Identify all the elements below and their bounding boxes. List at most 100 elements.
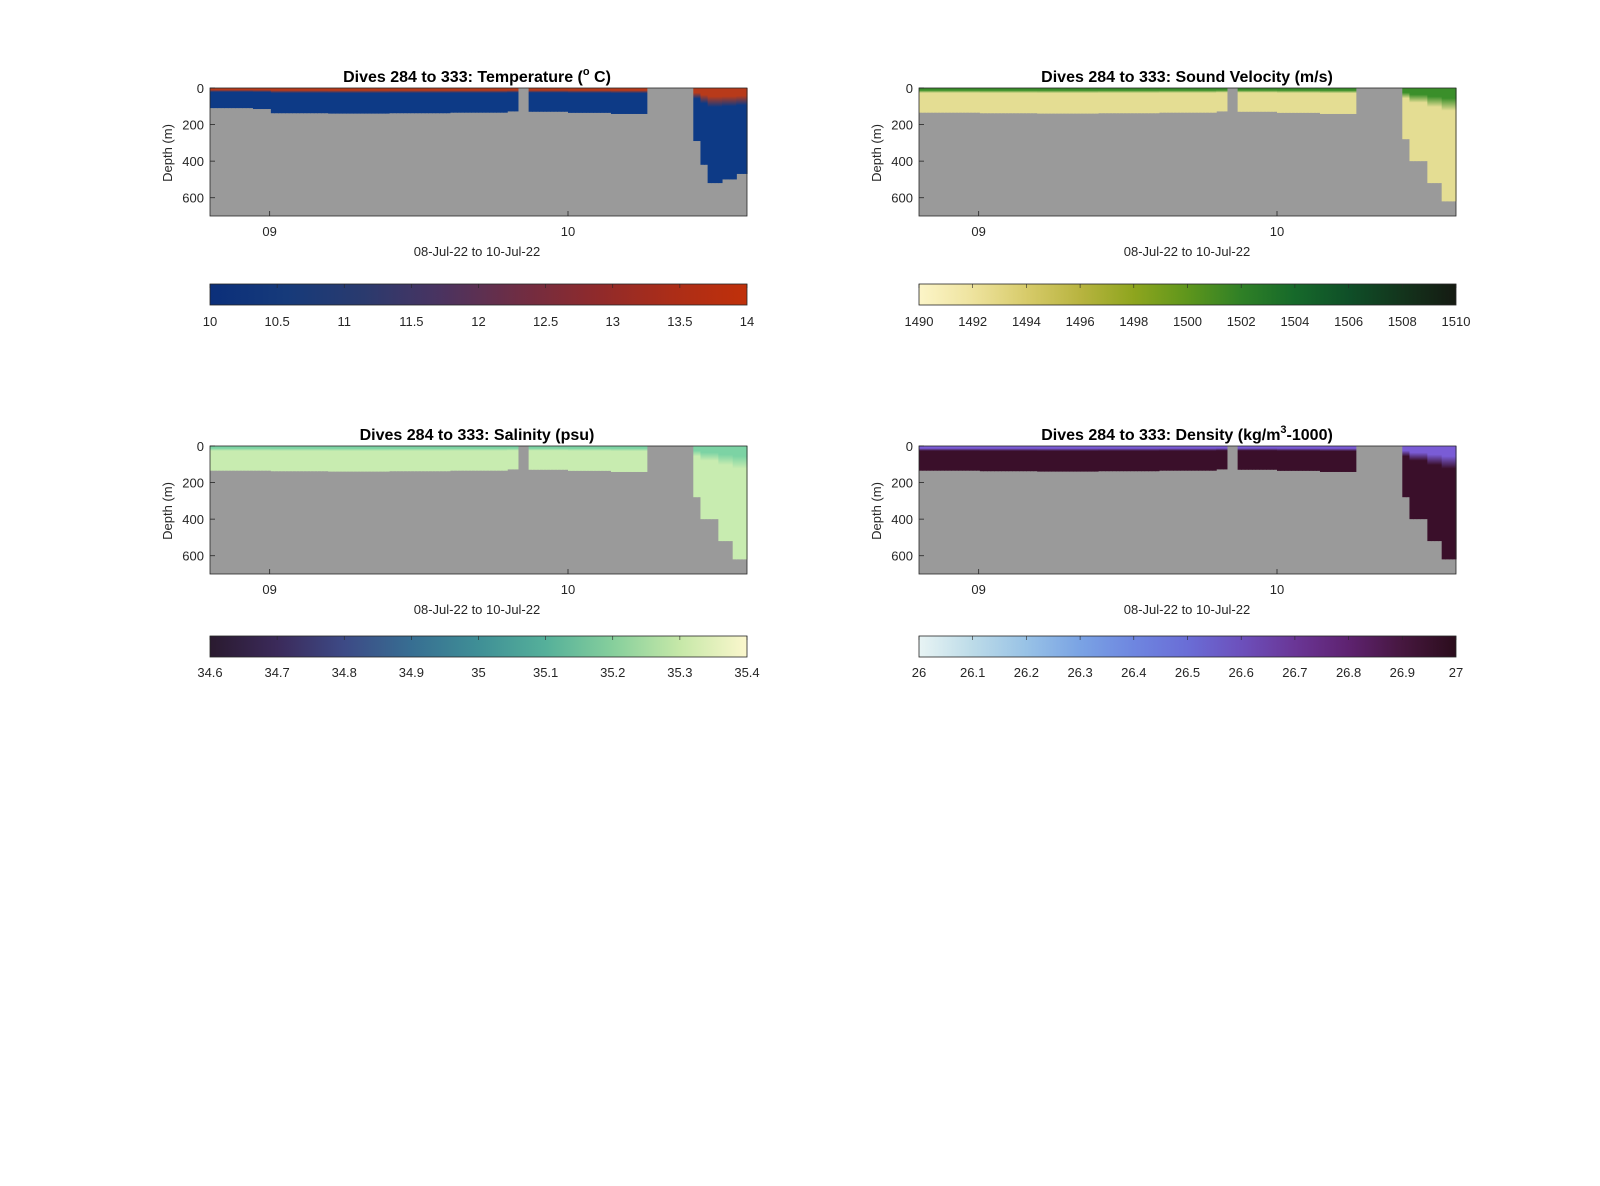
colorbar-tick-label: 26.6 (1229, 665, 1254, 680)
data-column (317, 446, 322, 472)
x-tick-label: 09 (262, 224, 276, 239)
data-column (1044, 88, 1049, 114)
data-column (1294, 88, 1300, 113)
data-column (1413, 88, 1418, 162)
data-column (1194, 88, 1199, 113)
data-column (1345, 446, 1350, 472)
data-column (342, 88, 347, 114)
data-column (410, 446, 415, 472)
data-column (1266, 446, 1271, 470)
data-column (736, 88, 741, 174)
data-column (231, 446, 236, 471)
data-column (1194, 446, 1199, 471)
data-column (1062, 446, 1067, 472)
data-column (392, 446, 397, 472)
x-tick-label: 10 (1270, 582, 1284, 597)
data-column (1341, 446, 1346, 472)
data-column (431, 446, 437, 472)
data-column (1291, 88, 1296, 113)
data-column (578, 88, 583, 113)
colorbar-tick-label: 35 (471, 665, 485, 680)
data-column (442, 446, 447, 472)
data-column (944, 88, 949, 113)
data-column (464, 446, 469, 471)
data-column (947, 88, 952, 113)
data-column (482, 446, 487, 471)
data-column (553, 446, 558, 470)
data-column (1130, 88, 1135, 114)
data-column (1430, 88, 1436, 184)
data-column (1015, 88, 1020, 114)
data-column (1076, 446, 1081, 472)
data-column (929, 446, 934, 471)
data-column (338, 88, 344, 114)
data-column (979, 446, 985, 472)
data-column (217, 446, 222, 471)
y-tick-label: 200 (891, 476, 913, 491)
data-column (1101, 446, 1106, 472)
data-column (1180, 446, 1185, 471)
data-column (1033, 446, 1038, 472)
data-column (976, 446, 981, 471)
data-column (707, 446, 712, 520)
axes-frame (209, 445, 748, 575)
data-column (446, 446, 451, 472)
data-column (1284, 446, 1289, 471)
colorbar-tick-label: 35.4 (734, 665, 759, 680)
ylabel-sound-velocity: Depth (m) (869, 124, 884, 182)
data-column (496, 88, 501, 113)
data-column (313, 446, 318, 472)
data-column (356, 446, 361, 472)
data-column (1287, 88, 1292, 113)
data-column (435, 446, 440, 472)
data-column (1277, 88, 1282, 113)
data-column (936, 446, 942, 471)
data-column (693, 446, 698, 498)
data-column (1080, 88, 1085, 114)
data-column (1323, 88, 1328, 114)
data-column (607, 88, 612, 113)
data-column (1166, 88, 1171, 113)
data-column (210, 446, 215, 471)
data-column (922, 446, 927, 471)
colorbar-tick-label: 26.5 (1175, 665, 1200, 680)
data-column (1341, 88, 1346, 114)
panel-temperature: Dives 284 to 333: Temperature (o C) 0 200… (160, 66, 754, 329)
data-column (1212, 446, 1217, 471)
data-column (449, 88, 455, 113)
data-column (492, 446, 497, 471)
data-column (1012, 88, 1017, 114)
data-column (560, 446, 566, 470)
data-column (969, 88, 974, 113)
data-column (933, 446, 938, 471)
data-column (331, 88, 336, 114)
data-column (1065, 446, 1070, 472)
data-column (1251, 88, 1257, 112)
data-column (603, 88, 608, 113)
data-column (406, 88, 412, 114)
x-tick-label: 10 (561, 224, 575, 239)
heatmap-density: 0 200 400 600 09 10 (891, 439, 1457, 597)
data-column (1452, 88, 1457, 202)
data-column (1405, 446, 1411, 498)
data-column (313, 88, 318, 114)
data-column (503, 446, 508, 471)
data-column (1223, 88, 1228, 112)
data-column (1001, 446, 1006, 472)
data-column (1176, 88, 1181, 113)
data-column (1022, 88, 1027, 114)
colorbar-tick-label: 1498 (1119, 314, 1148, 329)
data-column (1140, 88, 1146, 114)
data-column (628, 446, 634, 472)
data-column (1319, 446, 1325, 472)
data-column (1198, 88, 1203, 113)
data-column (568, 88, 573, 113)
data-column (1137, 88, 1142, 114)
data-column (954, 446, 959, 471)
xlabel-temperature: 08-Jul-22 to 10-Jul-22 (414, 244, 540, 259)
data-column (718, 446, 723, 542)
colorbar-tick-label: 26.7 (1282, 665, 1307, 680)
x-tick-label: 09 (971, 582, 985, 597)
data-column (249, 446, 254, 471)
data-column (725, 88, 730, 180)
